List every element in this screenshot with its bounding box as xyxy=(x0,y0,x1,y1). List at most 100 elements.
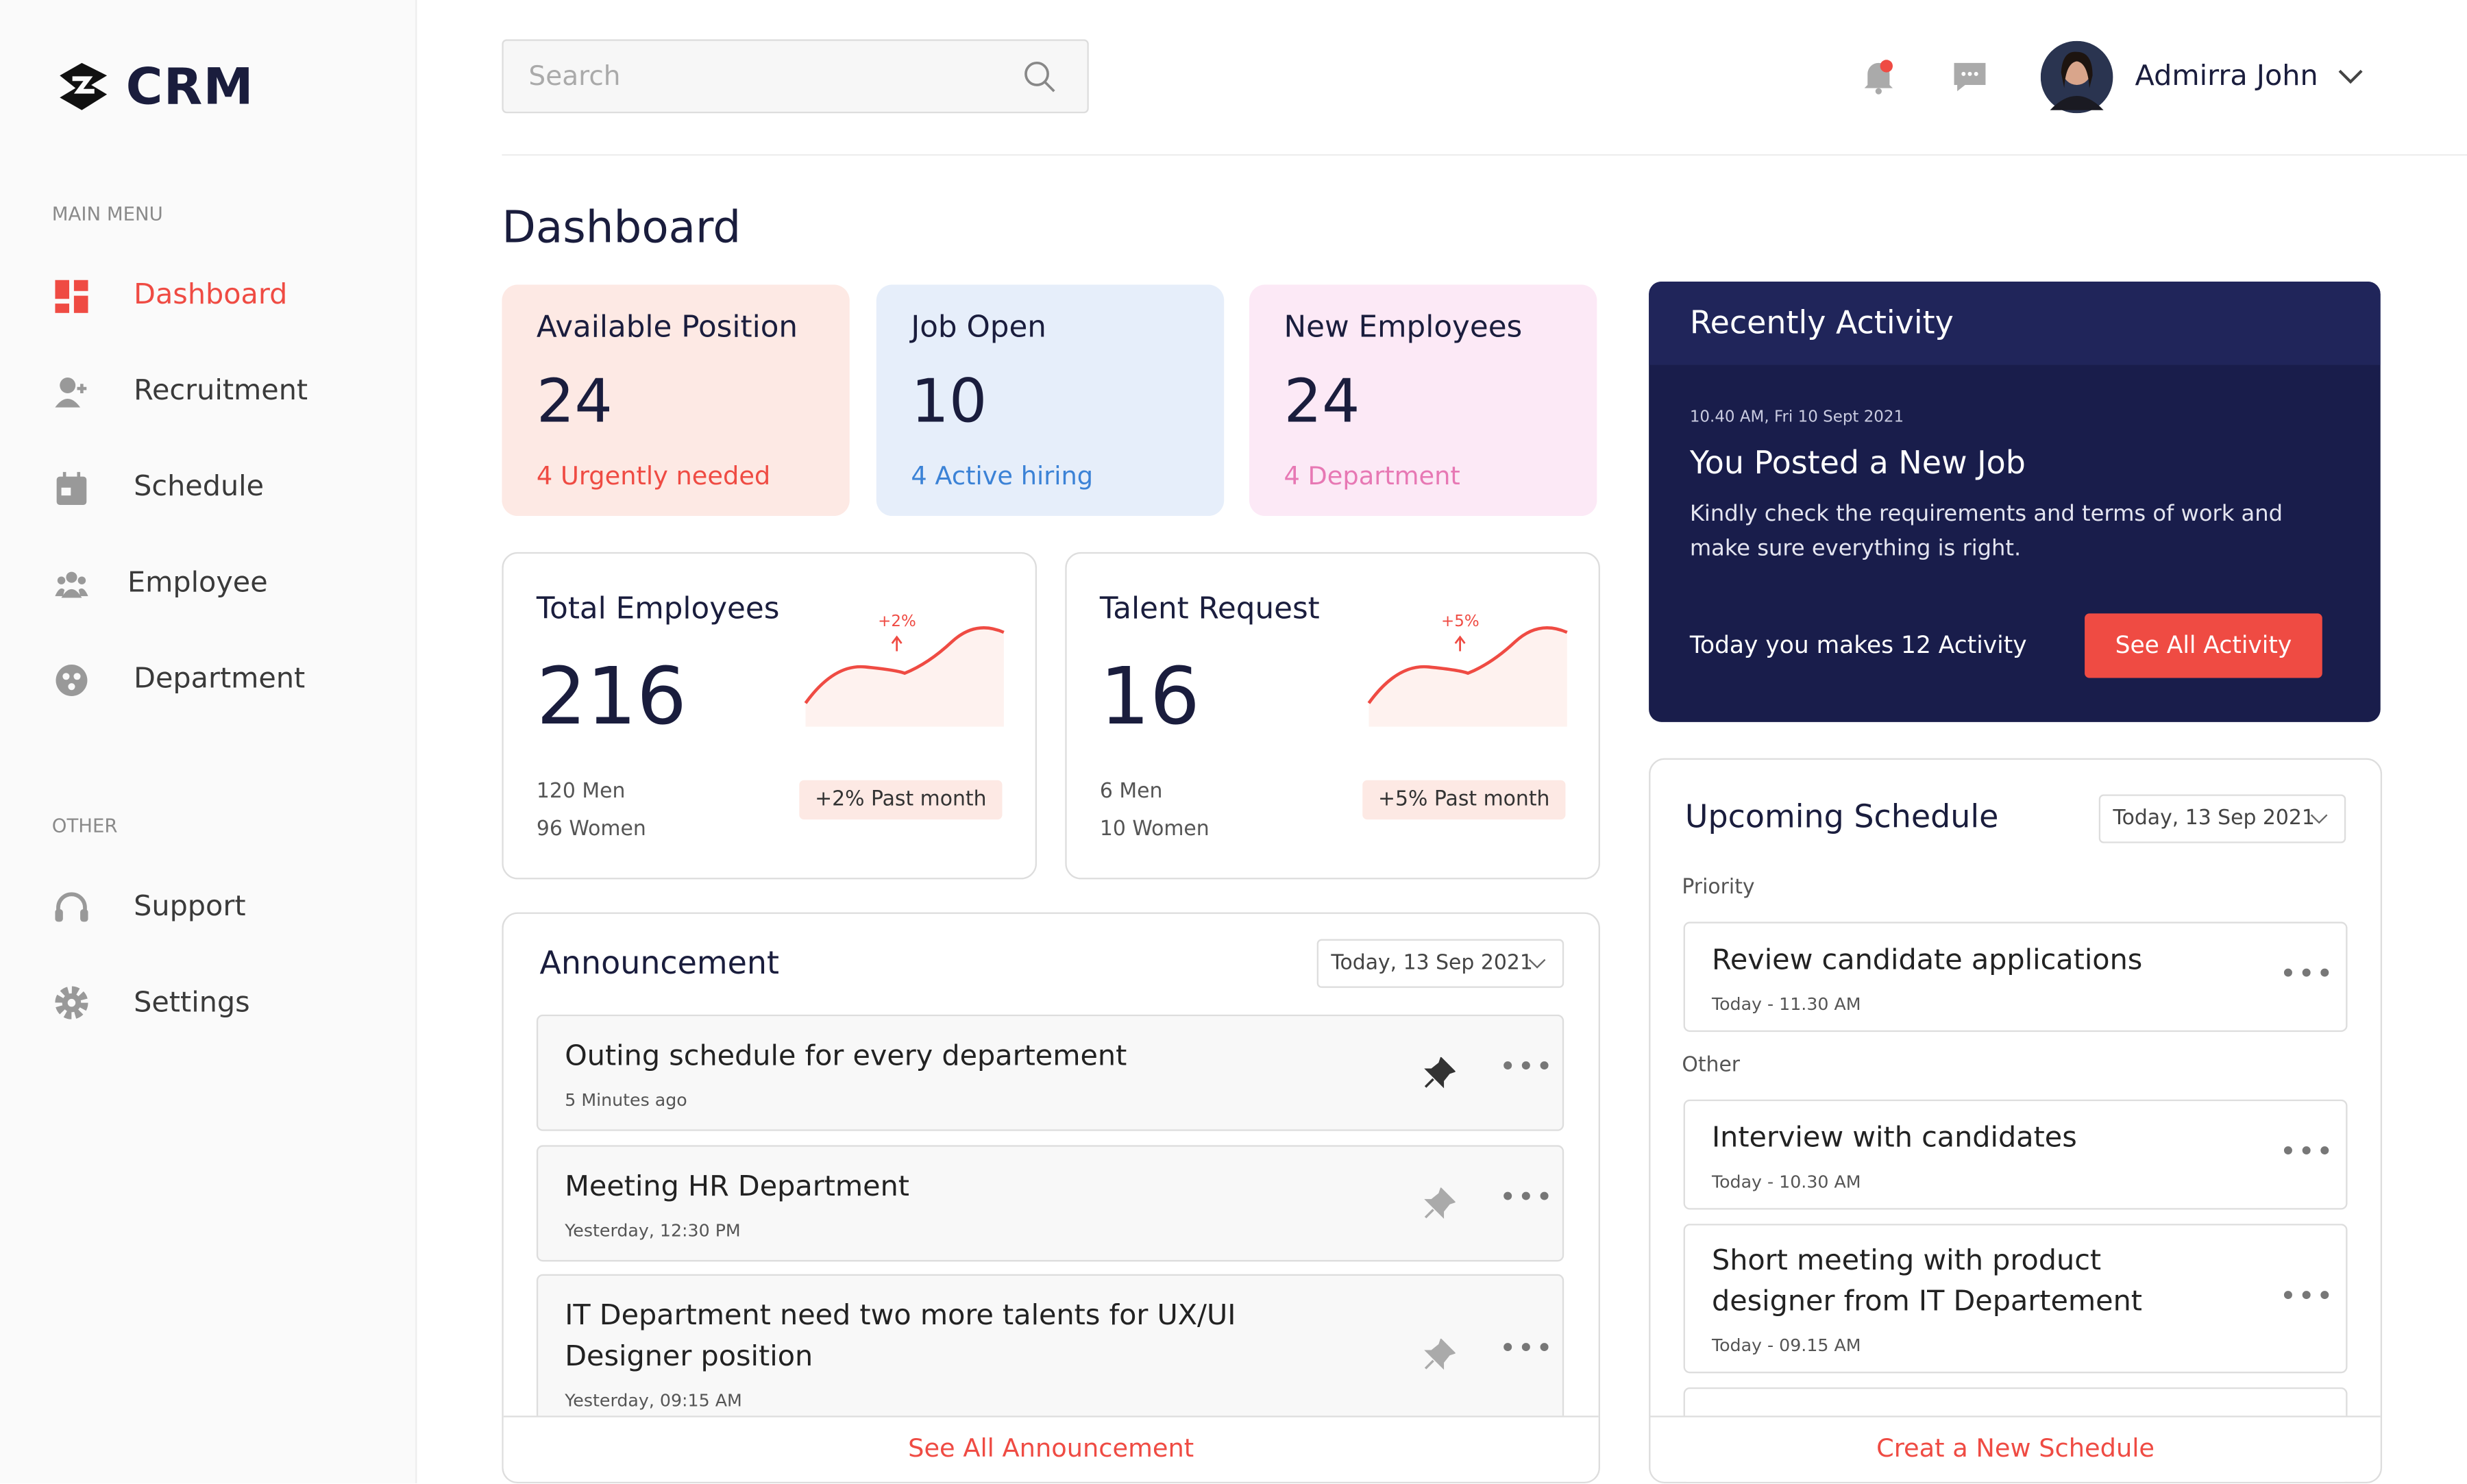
logo-text: CRM xyxy=(125,56,254,116)
more-icon[interactable]: ••• xyxy=(2279,1135,2335,1169)
summary-title: Total Employees xyxy=(536,591,780,626)
activity-time: 10.40 AM, Fri 10 Sept 2021 xyxy=(1689,408,1904,427)
summary-card: Total Employees 216 +2% 120 Men 96 Women… xyxy=(502,552,1038,880)
date-label: Today, 13 Sep 2021 xyxy=(1331,952,1533,976)
activity-button[interactable]: See All Activity xyxy=(2085,613,2322,678)
menu-icon xyxy=(55,571,88,598)
menu-icon xyxy=(55,378,87,408)
summary-detail: 10 Women xyxy=(1099,817,1210,842)
schedule-item[interactable]: Short meeting with product designer from… xyxy=(1683,1224,2348,1374)
stat-card: New Employees 24 4 Department xyxy=(1249,284,1597,517)
item-time: Today - 09.15 AM xyxy=(1711,1335,1861,1357)
date-dropdown[interactable]: Today, 13 Sep 2021 xyxy=(1316,939,1564,988)
pin-icon[interactable] xyxy=(1424,1187,1456,1219)
user-name[interactable]: Admirra John xyxy=(2135,60,2318,93)
item-time: 5 Minutes ago xyxy=(565,1090,687,1111)
menu-item[interactable]: Schedule xyxy=(134,470,265,504)
item-time: Today - 10.30 AM xyxy=(1711,1172,1861,1193)
group-label: Other xyxy=(1682,1054,1741,1078)
logo-icon xyxy=(60,62,108,110)
announcement-panel: Announcement Today, 13 Sep 2021 Outing s… xyxy=(502,912,1600,1484)
item-time: Yesterday, 12:30 PM xyxy=(565,1220,741,1241)
item-text: Outing schedule for every departement xyxy=(565,1039,1127,1073)
menu-item[interactable]: Dashboard xyxy=(134,278,288,312)
activity-summary: Today you makes 12 Activity xyxy=(1689,630,2027,659)
item-text: Interview with candidates xyxy=(1711,1121,2077,1155)
menu-label: OTHER xyxy=(51,815,118,837)
menu-icon xyxy=(55,280,88,313)
search-icon xyxy=(1024,61,1055,92)
footer-link[interactable]: Creat a New Schedule xyxy=(1650,1415,2381,1482)
footer-link[interactable]: See All Announcement xyxy=(503,1415,1599,1482)
more-icon[interactable]: ••• xyxy=(1499,1181,1555,1215)
avatar[interactable] xyxy=(2040,40,2113,114)
item-text: Review candidate applications xyxy=(1711,943,2143,977)
trend-label: +2% xyxy=(878,613,916,631)
menu-icon xyxy=(56,471,87,505)
date-label: Today, 13 Sep 2021 xyxy=(2113,806,2315,831)
divider xyxy=(502,153,2467,156)
section-title: Upcoming Schedule xyxy=(1684,797,1999,836)
dropdown-icon xyxy=(1528,959,1546,969)
summary-value: 16 xyxy=(1099,651,1200,743)
more-icon[interactable]: ••• xyxy=(2279,958,2335,991)
menu-item[interactable]: Support xyxy=(134,890,246,924)
stat-card: Job Open 10 4 Active hiring xyxy=(876,284,1225,517)
item-text: Short meeting with product designer from… xyxy=(1711,1244,2142,1318)
stat-note: 4 Department xyxy=(1284,460,1460,491)
stat-card: Available Position 24 4 Urgently needed xyxy=(502,284,850,517)
summary-badge: +2% Past month xyxy=(799,780,1003,820)
dropdown-icon[interactable] xyxy=(2338,69,2364,85)
search-placeholder: Search xyxy=(528,61,621,93)
stat-title: Available Position xyxy=(536,310,798,345)
date-dropdown[interactable]: Today, 13 Sep 2021 xyxy=(2098,794,2346,843)
search-box[interactable]: Search xyxy=(502,39,1089,114)
more-icon[interactable]: ••• xyxy=(2279,1280,2335,1314)
stat-value: 24 xyxy=(536,366,613,436)
announcement-item[interactable]: Outing schedule for every departement 5 … xyxy=(536,1014,1564,1131)
stat-value: 10 xyxy=(911,366,987,436)
message-icon[interactable] xyxy=(1952,60,1987,95)
announcement-item[interactable]: IT Department need two more talents for … xyxy=(536,1274,1564,1435)
activity-body: Kindly check the requirements and terms … xyxy=(1689,502,2283,562)
sidebar: CRM MAIN MENU Dashboard Recruitment Sche… xyxy=(0,0,417,1484)
stat-value: 24 xyxy=(1284,366,1360,436)
stat-note: 4 Urgently needed xyxy=(536,460,771,491)
pin-icon[interactable] xyxy=(1424,1056,1456,1089)
group-label: Priority xyxy=(1682,876,1755,900)
item-text: IT Department need two more talents for … xyxy=(565,1299,1236,1374)
schedule-item[interactable]: Review candidate applications Today - 11… xyxy=(1683,922,2348,1032)
menu-item[interactable]: Settings xyxy=(134,986,250,1019)
summary-title: Talent Request xyxy=(1099,591,1320,626)
summary-detail: 6 Men xyxy=(1099,780,1163,804)
summary-detail: 96 Women xyxy=(536,817,646,842)
schedule-item[interactable]: Interview with candidates Today - 10.30 … xyxy=(1683,1099,2348,1210)
more-icon[interactable]: ••• xyxy=(1499,1332,1555,1365)
menu-icon xyxy=(56,665,88,696)
menu-item[interactable]: Department xyxy=(134,662,306,695)
summary-value: 216 xyxy=(536,651,687,743)
summary-detail: 120 Men xyxy=(536,780,626,804)
notification-icon[interactable] xyxy=(1860,58,1898,96)
schedule-panel: Upcoming Schedule Today, 13 Sep 2021 Pri… xyxy=(1649,758,2383,1484)
activity-headline: You Posted a New Job xyxy=(1689,443,2026,482)
activity-panel: Recently Activity 10.40 AM, Fri 10 Sept … xyxy=(1649,281,2381,722)
pin-icon[interactable] xyxy=(1424,1338,1456,1370)
section-title: Announcement xyxy=(539,943,780,982)
menu-item[interactable]: Employee xyxy=(127,566,268,599)
page-title: Dashboard xyxy=(502,201,741,253)
activity-header xyxy=(1649,281,2381,365)
sparkline xyxy=(804,626,1005,727)
section-title: Recently Activity xyxy=(1689,304,1954,342)
dropdown-icon xyxy=(2310,814,2328,824)
menu-item[interactable]: Recruitment xyxy=(134,374,308,408)
stat-title: Job Open xyxy=(911,310,1046,345)
stat-title: New Employees xyxy=(1284,310,1523,345)
stat-note: 4 Active hiring xyxy=(911,460,1094,491)
announcement-item[interactable]: Meeting HR Department Yesterday, 12:30 P… xyxy=(536,1145,1564,1262)
sparkline xyxy=(1367,626,1568,727)
more-icon[interactable]: ••• xyxy=(1499,1050,1555,1084)
item-time: Today - 11.30 AM xyxy=(1711,994,1861,1015)
